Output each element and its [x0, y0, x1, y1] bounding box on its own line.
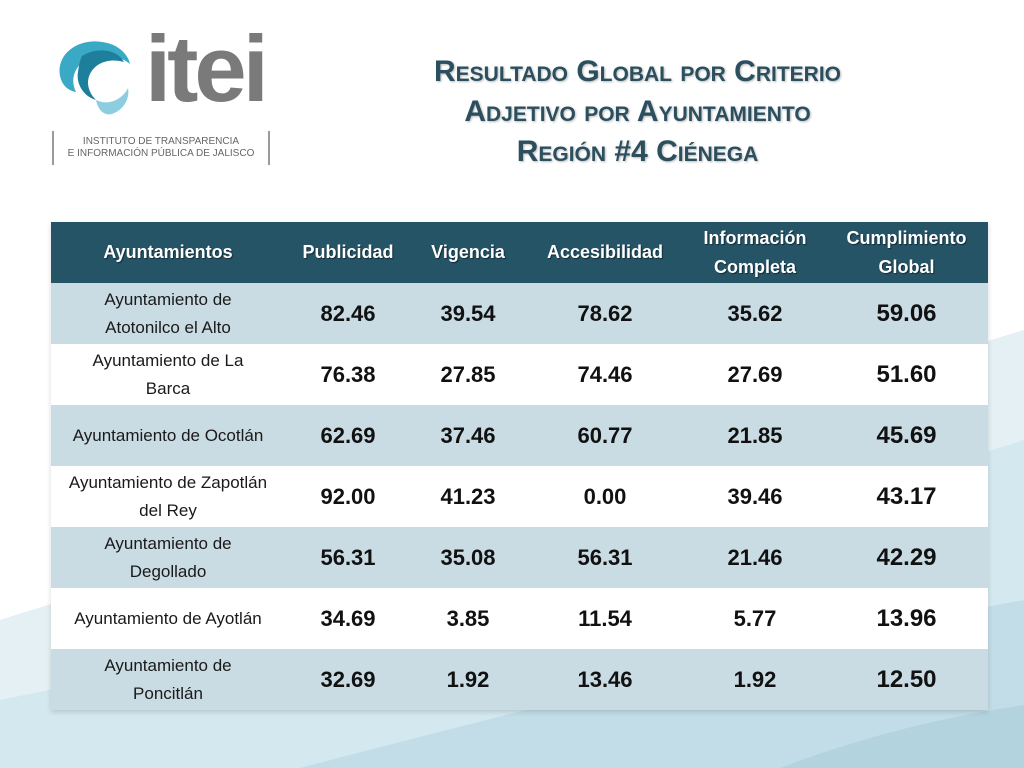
header-informacion-line2: Completa — [713, 256, 796, 277]
cell-vigencia: 1.92 — [411, 649, 525, 710]
ayuntamiento-name-line1: Ayuntamiento de — [104, 655, 232, 675]
ayuntamiento-name-line2: Barca — [145, 378, 191, 398]
cell-ayuntamiento: Ayuntamiento de Degollado — [51, 527, 285, 588]
cell-accesibilidad: 13.46 — [525, 649, 685, 710]
header-cumplimiento-line1: Cumplimiento — [846, 227, 967, 248]
ayuntamiento-name-line2: Degollado — [129, 561, 207, 581]
cell-publicidad: 82.46 — [285, 283, 411, 344]
results-table: Ayuntamientos Publicidad Vigencia Accesi… — [51, 222, 988, 710]
cell-publicidad: 56.31 — [285, 527, 411, 588]
cell-cumplimiento-global: 12.50 — [825, 649, 988, 710]
slide-title: Resultado Global por Criterio Adjetivo p… — [330, 52, 945, 172]
table-row: Ayuntamiento de La Barca 76.38 27.85 74.… — [51, 344, 988, 405]
table-row: Ayuntamiento de Ayotlán 34.69 3.85 11.54… — [51, 588, 988, 649]
header-cumplimiento-line2: Global — [878, 256, 935, 277]
table-row: Ayuntamiento de Zapotlán del Rey 92.00 4… — [51, 466, 988, 527]
header-ayuntamientos: Ayuntamientos — [51, 222, 285, 283]
table-row: Ayuntamiento de Degollado 56.31 35.08 56… — [51, 527, 988, 588]
cell-publicidad: 92.00 — [285, 466, 411, 527]
ayuntamiento-name-line2: Atotonilco el Alto — [105, 317, 231, 337]
cell-informacion-completa: 21.85 — [685, 405, 825, 466]
cell-publicidad: 32.69 — [285, 649, 411, 710]
cell-vigencia: 37.46 — [411, 405, 525, 466]
logo-swirl-icon — [59, 41, 130, 115]
cell-accesibilidad: 56.31 — [525, 527, 685, 588]
cell-informacion-completa: 5.77 — [685, 588, 825, 649]
cell-cumplimiento-global: 59.06 — [825, 283, 988, 344]
ayuntamiento-name-line2: del Rey — [139, 500, 197, 520]
ayuntamiento-name-line1: Ayuntamiento de Zapotlán — [68, 472, 268, 492]
header-cumplimiento-global: Cumplimiento Global — [825, 222, 988, 283]
ayuntamiento-name-line1: Ayuntamiento de Ayotlán — [74, 608, 262, 628]
cell-ayuntamiento: Ayuntamiento de Atotonilco el Alto — [51, 283, 285, 344]
cell-publicidad: 76.38 — [285, 344, 411, 405]
header-vigencia: Vigencia — [411, 222, 525, 283]
itei-logo: itei INSTITUTO DE TRANSPARENCIA E INFORM… — [52, 22, 282, 170]
table-row: Ayuntamiento de Atotonilco el Alto 82.46… — [51, 283, 988, 344]
cell-ayuntamiento: Ayuntamiento de La Barca — [51, 344, 285, 405]
cell-ayuntamiento: Ayuntamiento de Ocotlán — [51, 405, 285, 466]
cell-informacion-completa: 35.62 — [685, 283, 825, 344]
cell-cumplimiento-global: 45.69 — [825, 405, 988, 466]
cell-informacion-completa: 21.46 — [685, 527, 825, 588]
cell-ayuntamiento: Ayuntamiento de Poncitlán — [51, 649, 285, 710]
cell-accesibilidad: 78.62 — [525, 283, 685, 344]
logo-subtitle-line1: INSTITUTO DE TRANSPARENCIA — [82, 136, 240, 147]
cell-vigencia: 41.23 — [411, 466, 525, 527]
title-line2: Adjetivo por Ayuntamiento — [464, 95, 811, 128]
cell-cumplimiento-global: 51.60 — [825, 344, 988, 405]
cell-publicidad: 62.69 — [285, 405, 411, 466]
logo-wordmark: itei — [145, 16, 269, 121]
cell-accesibilidad: 0.00 — [525, 466, 685, 527]
ayuntamiento-name-line1: Ayuntamiento de — [104, 533, 232, 553]
header-accesibilidad: Accesibilidad — [525, 222, 685, 283]
header-informacion-completa: Información Completa — [685, 222, 825, 283]
ayuntamiento-name-line2: Poncitlán — [133, 683, 203, 703]
ayuntamiento-name-line1: Ayuntamiento de La — [92, 350, 244, 370]
logo-subtitle: INSTITUTO DE TRANSPARENCIA E INFORMACIÓN… — [52, 131, 270, 165]
cell-vigencia: 35.08 — [411, 527, 525, 588]
cell-vigencia: 3.85 — [411, 588, 525, 649]
cell-ayuntamiento: Ayuntamiento de Zapotlán del Rey — [51, 466, 285, 527]
ayuntamiento-name-line1: Ayuntamiento de — [104, 289, 232, 309]
cell-cumplimiento-global: 13.96 — [825, 588, 988, 649]
header-informacion-line1: Información — [703, 227, 807, 248]
table-row: Ayuntamiento de Ocotlán 62.69 37.46 60.7… — [51, 405, 988, 466]
cell-informacion-completa: 27.69 — [685, 344, 825, 405]
cell-accesibilidad: 74.46 — [525, 344, 685, 405]
ayuntamiento-name-line1: Ayuntamiento de Ocotlán — [72, 425, 264, 445]
table-row: Ayuntamiento de Poncitlán 32.69 1.92 13.… — [51, 649, 988, 710]
header-publicidad: Publicidad — [285, 222, 411, 283]
table-header-row: Ayuntamientos Publicidad Vigencia Accesi… — [51, 222, 988, 283]
cell-cumplimiento-global: 43.17 — [825, 466, 988, 527]
cell-publicidad: 34.69 — [285, 588, 411, 649]
cell-informacion-completa: 1.92 — [685, 649, 825, 710]
cell-cumplimiento-global: 42.29 — [825, 527, 988, 588]
logo-subtitle-line2: E INFORMACIÓN PÚBLICA DE JALISCO — [67, 148, 255, 159]
cell-informacion-completa: 39.46 — [685, 466, 825, 527]
cell-accesibilidad: 60.77 — [525, 405, 685, 466]
title-line3: Región #4 Ciénega — [516, 135, 759, 168]
title-line1: Resultado Global por Criterio — [433, 55, 842, 88]
cell-ayuntamiento: Ayuntamiento de Ayotlán — [51, 588, 285, 649]
cell-accesibilidad: 11.54 — [525, 588, 685, 649]
cell-vigencia: 27.85 — [411, 344, 525, 405]
cell-vigencia: 39.54 — [411, 283, 525, 344]
